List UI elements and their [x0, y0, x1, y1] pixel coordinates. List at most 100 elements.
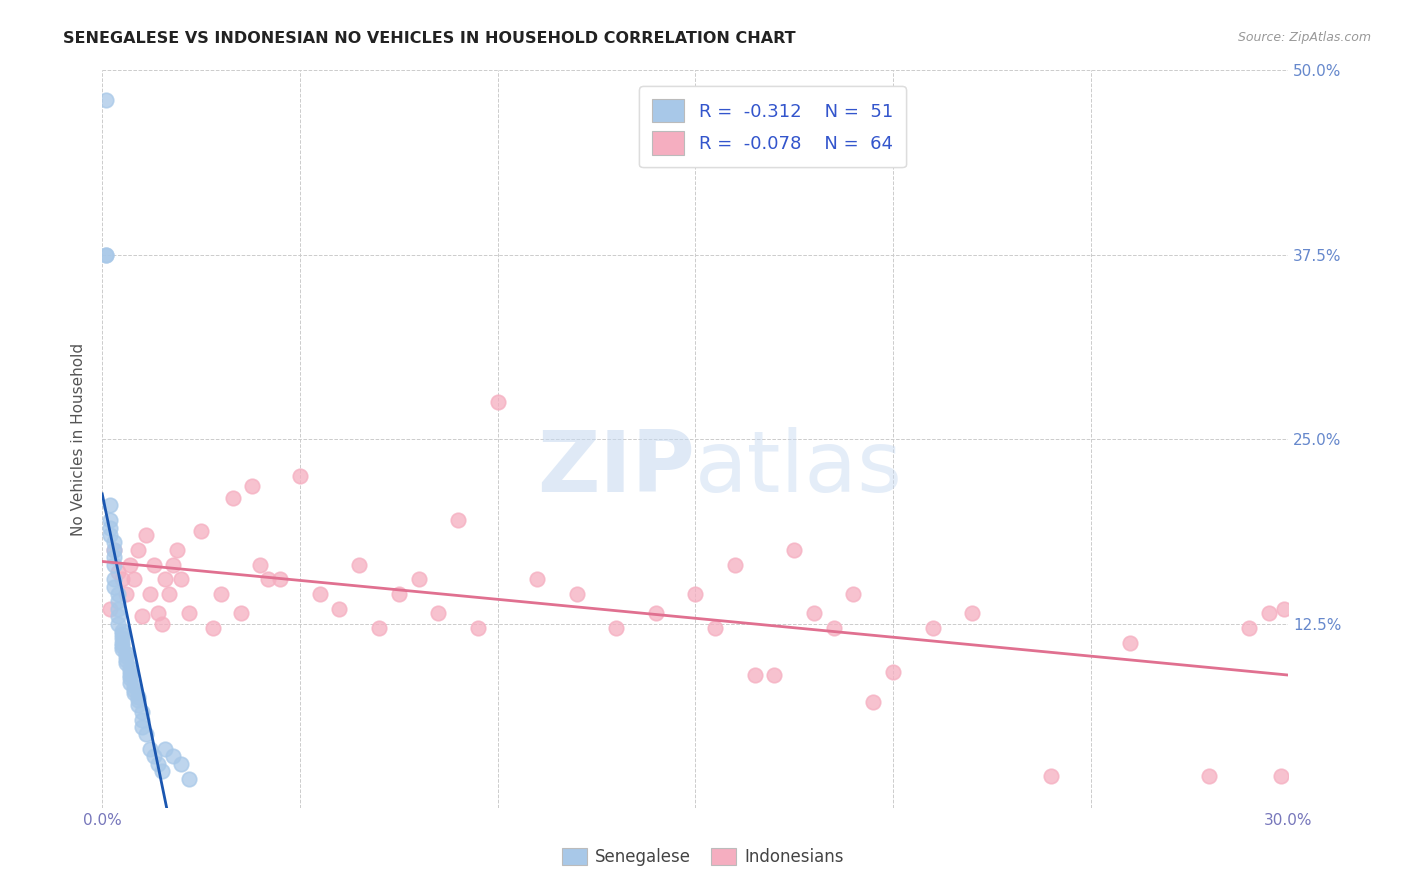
Point	[111, 636, 134, 650]
Point	[118, 671, 141, 685]
Point	[103, 542, 125, 557]
Point	[142, 558, 165, 572]
Point	[155, 572, 177, 586]
Point	[170, 756, 193, 771]
Point	[427, 606, 450, 620]
Point	[724, 558, 747, 572]
Point	[162, 558, 184, 572]
Point	[146, 756, 169, 771]
Point	[107, 609, 129, 624]
Legend: Senegalese, Indonesians: Senegalese, Indonesians	[555, 841, 851, 873]
Point	[921, 621, 943, 635]
Point	[107, 594, 129, 608]
Point	[162, 749, 184, 764]
Point	[115, 648, 138, 663]
Point	[98, 521, 121, 535]
Point	[98, 528, 121, 542]
Point	[107, 602, 129, 616]
Point	[166, 542, 188, 557]
Point	[179, 606, 201, 620]
Point	[744, 668, 766, 682]
Point	[209, 587, 232, 601]
Point	[526, 572, 548, 586]
Point	[242, 479, 264, 493]
Point	[142, 749, 165, 764]
Point	[842, 587, 865, 601]
Point	[111, 632, 134, 646]
Point	[138, 587, 160, 601]
Point	[111, 624, 134, 638]
Point	[122, 683, 145, 698]
Point	[138, 742, 160, 756]
Point	[127, 542, 149, 557]
Point	[201, 621, 224, 635]
Point	[960, 606, 983, 620]
Point	[127, 693, 149, 707]
Point	[159, 587, 181, 601]
Point	[685, 587, 707, 601]
Point	[118, 675, 141, 690]
Point	[1237, 621, 1260, 635]
Point	[249, 558, 271, 572]
Point	[103, 550, 125, 565]
Point	[408, 572, 430, 586]
Point	[115, 657, 138, 671]
Text: Source: ZipAtlas.com: Source: ZipAtlas.com	[1237, 31, 1371, 45]
Point	[122, 679, 145, 693]
Point	[882, 665, 904, 680]
Point	[111, 627, 134, 641]
Text: SENEGALESE VS INDONESIAN NO VEHICLES IN HOUSEHOLD CORRELATION CHART: SENEGALESE VS INDONESIAN NO VEHICLES IN …	[63, 31, 796, 46]
Point	[111, 639, 134, 653]
Point	[190, 524, 212, 538]
Point	[103, 542, 125, 557]
Point	[131, 705, 153, 719]
Point	[704, 621, 727, 635]
Point	[135, 727, 157, 741]
Point	[118, 664, 141, 678]
Point	[103, 580, 125, 594]
Point	[1274, 602, 1296, 616]
Point	[308, 587, 330, 601]
Point	[447, 513, 470, 527]
Point	[328, 602, 350, 616]
Point	[1198, 769, 1220, 783]
Point	[644, 606, 666, 620]
Point	[107, 587, 129, 601]
Point	[107, 565, 129, 579]
Point	[98, 513, 121, 527]
Point	[96, 247, 118, 261]
Point	[486, 395, 509, 409]
Point	[179, 772, 201, 786]
Text: atlas: atlas	[696, 427, 903, 510]
Y-axis label: No Vehicles in Household: No Vehicles in Household	[72, 343, 86, 535]
Point	[763, 668, 786, 682]
Point	[1040, 769, 1063, 783]
Point	[605, 621, 627, 635]
Point	[115, 646, 138, 660]
Point	[269, 572, 291, 586]
Point	[118, 668, 141, 682]
Point	[111, 641, 134, 656]
Point	[127, 690, 149, 705]
Point	[565, 587, 588, 601]
Point	[803, 606, 825, 620]
Point	[122, 572, 145, 586]
Legend: R =  -0.312    N =  51, R =  -0.078    N =  64: R = -0.312 N = 51, R = -0.078 N = 64	[640, 87, 905, 167]
Point	[131, 713, 153, 727]
Point	[118, 661, 141, 675]
Point	[823, 621, 845, 635]
Point	[1270, 769, 1292, 783]
Point	[155, 742, 177, 756]
Point	[368, 621, 391, 635]
Text: ZIP: ZIP	[537, 427, 696, 510]
Point	[1257, 606, 1279, 620]
Point	[146, 606, 169, 620]
Point	[118, 558, 141, 572]
Point	[131, 720, 153, 734]
Point	[222, 491, 245, 505]
Point	[98, 602, 121, 616]
Point	[229, 606, 252, 620]
Point	[135, 528, 157, 542]
Point	[96, 247, 118, 261]
Point	[103, 572, 125, 586]
